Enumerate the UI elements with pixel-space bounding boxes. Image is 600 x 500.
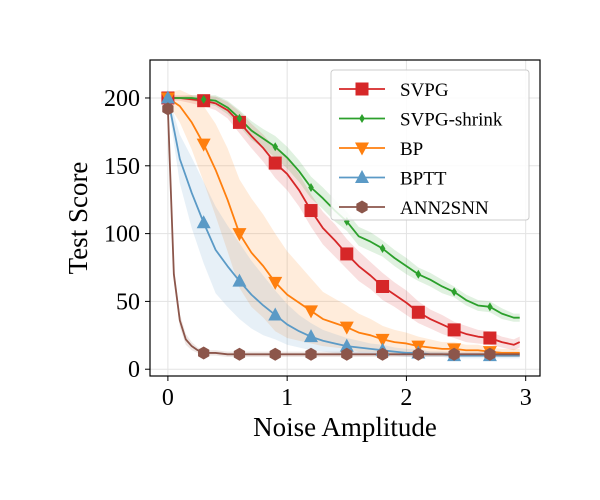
svpg-shrink-marker xyxy=(451,287,457,297)
legend-label-svpg-shrink: SVPG-shrink xyxy=(400,110,503,131)
x-tick-label: 1 xyxy=(281,385,293,411)
svpg-marker xyxy=(376,279,390,293)
y-tick-label: 150 xyxy=(104,154,140,180)
legend-item-ann2snn: ANN2SNN xyxy=(339,198,489,219)
y-tick-label: 0 xyxy=(128,357,140,383)
bp-marker xyxy=(232,228,247,242)
ann2snn-marker xyxy=(305,347,317,361)
legend-label-ann2snn: ANN2SNN xyxy=(400,198,489,219)
svpg-shrink-marker xyxy=(272,142,279,152)
ann2snn-marker xyxy=(412,347,424,361)
bp-band xyxy=(167,89,520,358)
svpg-marker xyxy=(411,305,425,319)
legend-marker-bptt xyxy=(355,170,369,183)
svpg-shrink-marker xyxy=(379,244,386,254)
legend-item-svpg-shrink: SVPG-shrink xyxy=(339,110,503,131)
x-tick-label: 0 xyxy=(162,385,174,411)
bptt-marker xyxy=(304,329,319,343)
legend-label-bptt: BPTT xyxy=(400,169,447,190)
svpg-marker xyxy=(447,323,461,337)
legend-marker-bp xyxy=(355,142,369,156)
ann2snn-marker xyxy=(162,102,174,116)
y-tick-label: 50 xyxy=(116,289,140,315)
y-tick-label: 200 xyxy=(104,86,140,112)
bptt-marker xyxy=(268,307,283,321)
bp-marker xyxy=(268,276,283,290)
legend-label-bp: BP xyxy=(400,139,423,160)
ann2snn-line xyxy=(166,108,520,356)
legend-label-svpg: SVPG xyxy=(400,80,449,101)
legend-marker-svpg xyxy=(355,82,369,96)
legend-item-svpg: SVPG xyxy=(339,80,449,101)
ann2snn-marker xyxy=(376,347,389,361)
legend: SVPG SVPG-shrink BP BPTT ANN2SNN xyxy=(330,69,530,221)
svpg-marker xyxy=(483,331,497,345)
x-tick-label: 3 xyxy=(520,385,532,411)
svpg-marker xyxy=(340,247,354,261)
bptt-marker xyxy=(160,90,175,104)
bptt-marker xyxy=(232,273,247,287)
x-axis-label: Noise Amplitude xyxy=(253,412,437,442)
y-tick-label: 100 xyxy=(104,222,140,248)
ann2snn-marker xyxy=(269,347,281,361)
series-markers xyxy=(160,90,497,362)
svpg-marker xyxy=(304,204,318,218)
ann2snn-marker xyxy=(341,347,353,361)
svpg-shrink-marker xyxy=(415,269,422,279)
bptt-band xyxy=(167,93,520,359)
axis-ticks: 0 1 2 3 0 50 100 150 200 xyxy=(104,86,532,411)
x-tick-label: 2 xyxy=(400,385,412,411)
svpg-shrink-marker xyxy=(308,182,314,192)
plot-frame xyxy=(149,59,541,377)
ann2snn-marker xyxy=(198,346,210,360)
bp-marker xyxy=(339,321,354,335)
ann2snn-marker xyxy=(484,347,496,361)
bp-marker xyxy=(375,333,390,347)
svpg-shrink-marker xyxy=(236,113,243,123)
legend-item-bptt: BPTT xyxy=(339,169,447,190)
svpg-shrink-marker xyxy=(487,302,493,312)
legend-marker-svpg-shrink xyxy=(359,114,365,123)
ann2snn-marker xyxy=(448,347,460,361)
svpg-marker xyxy=(268,156,282,170)
confidence-bands xyxy=(167,89,520,359)
bptt-marker xyxy=(196,215,211,229)
bptt-marker xyxy=(339,338,354,352)
legend-box xyxy=(330,69,530,221)
svpg-shrink-marker xyxy=(200,94,207,104)
legend-marker-ann2snn xyxy=(356,200,368,214)
bp-marker xyxy=(196,138,211,152)
y-axis-label: Test Score xyxy=(63,162,93,275)
ann2snn-marker xyxy=(233,347,246,361)
legend-item-bp: BP xyxy=(339,139,423,160)
bp-marker xyxy=(304,305,319,319)
